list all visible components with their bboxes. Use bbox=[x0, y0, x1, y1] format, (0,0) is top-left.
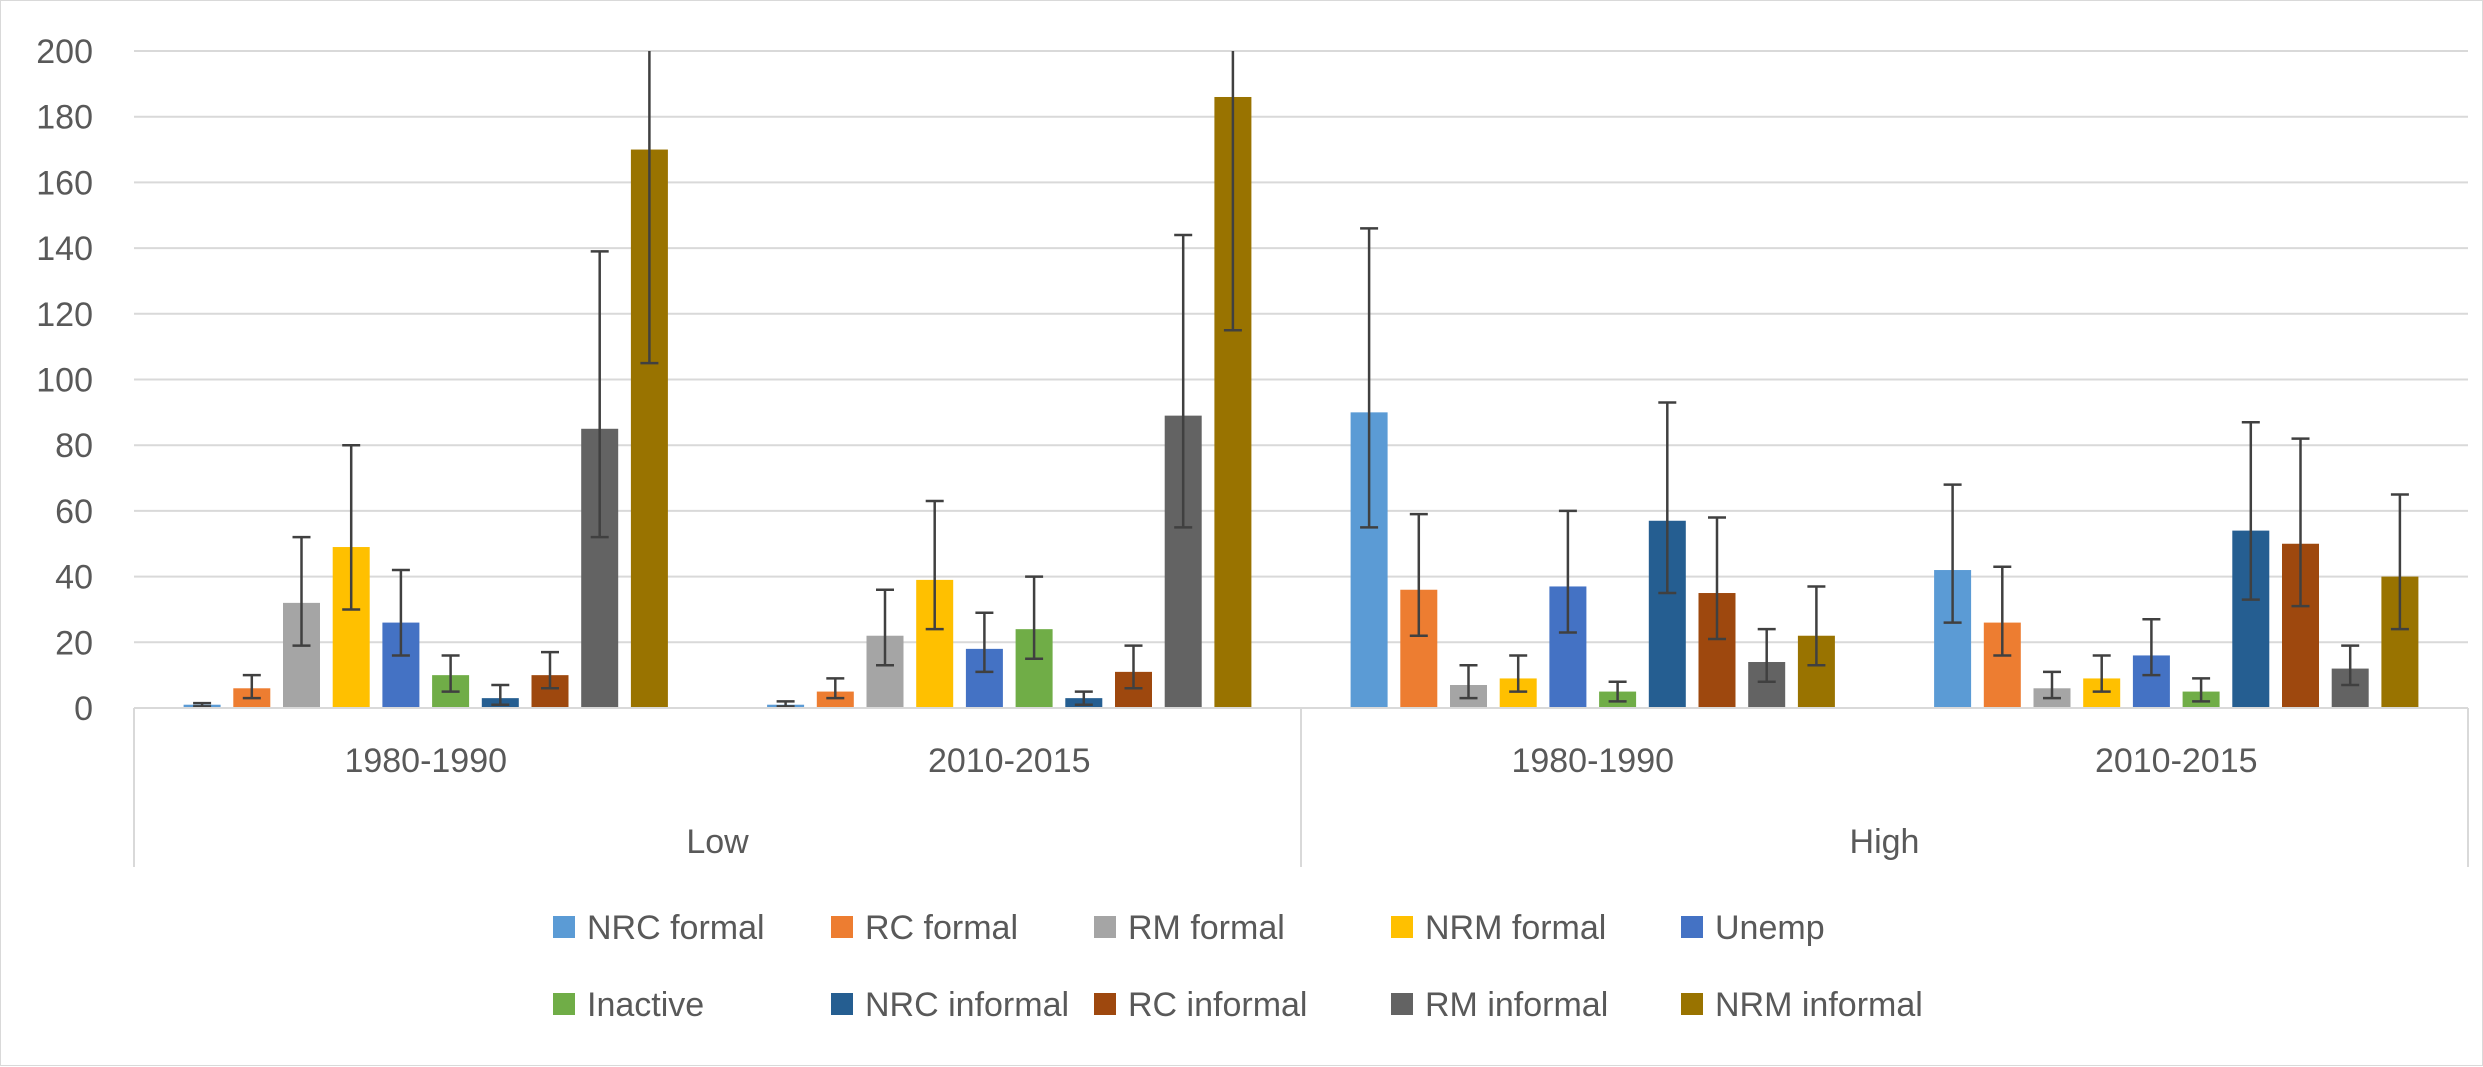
y-tick-label: 140 bbox=[36, 230, 93, 268]
x-tick-label: 2010-2015 bbox=[2095, 742, 2258, 780]
legend-label: NRC informal bbox=[865, 986, 1069, 1024]
y-tick-label: 180 bbox=[36, 99, 93, 137]
y-tick-label: 100 bbox=[36, 362, 93, 400]
legend-swatch bbox=[553, 993, 575, 1015]
y-tick-label: 60 bbox=[55, 493, 93, 531]
legend-swatch bbox=[1681, 916, 1703, 938]
legend-item-nrc-informal: NRC informal bbox=[831, 986, 1069, 1024]
legend-swatch bbox=[1681, 993, 1703, 1015]
legend-label: NRC formal bbox=[587, 909, 765, 947]
y-axis-tick-labels: 0 20 40 60 80 100 120 140 160 180 200 bbox=[36, 33, 93, 728]
y-tick-label: 160 bbox=[36, 164, 93, 202]
legend-label: NRM informal bbox=[1715, 986, 1923, 1024]
legend-swatch bbox=[1391, 993, 1413, 1015]
legend-swatch bbox=[831, 993, 853, 1015]
error-bars bbox=[193, 51, 2409, 708]
bar-rc-formal bbox=[816, 691, 854, 708]
legend-label: RC formal bbox=[865, 909, 1018, 947]
legend-label: RM informal bbox=[1425, 986, 1608, 1024]
legend-item-nrm-formal: NRM formal bbox=[1391, 909, 1606, 947]
y-tick-label: 40 bbox=[55, 559, 93, 597]
y-tick-label: 120 bbox=[36, 296, 93, 334]
x-axis: 1980-1990 2010-2015 Low 1980-1990 2010-2015 H… bbox=[133, 707, 2469, 867]
legend: NRC formal RC formal RM formal NRM formal Un… bbox=[553, 909, 1923, 1024]
x-tick-label: 2010-2015 bbox=[928, 742, 1091, 780]
x-tick-label: 1980-1990 bbox=[1511, 742, 1674, 780]
y-tick-label: 20 bbox=[55, 624, 93, 662]
legend-item-nrc-formal: NRC formal bbox=[553, 909, 765, 947]
legend-swatch bbox=[1094, 993, 1116, 1015]
legend-label: Inactive bbox=[587, 986, 704, 1024]
legend-label: Unemp bbox=[1715, 909, 1825, 947]
y-tick-label: 0 bbox=[74, 690, 93, 728]
x-group-label: Low bbox=[686, 823, 749, 861]
gridlines bbox=[134, 50, 2468, 709]
legend-label: RM formal bbox=[1128, 909, 1285, 947]
legend-item-rm-formal: RM formal bbox=[1094, 909, 1285, 947]
y-tick-label: 200 bbox=[36, 33, 93, 71]
legend-item-rc-informal: RC informal bbox=[1094, 986, 1307, 1024]
legend-swatch bbox=[831, 916, 853, 938]
bars bbox=[183, 96, 2419, 709]
legend-item-rm-informal: RM informal bbox=[1391, 986, 1608, 1024]
legend-item-nrm-informal: NRM informal bbox=[1681, 986, 1923, 1024]
legend-swatch bbox=[1094, 916, 1116, 938]
legend-item-unemp: Unemp bbox=[1681, 909, 1825, 947]
legend-swatch bbox=[1391, 916, 1413, 938]
legend-item-inactive: Inactive bbox=[553, 986, 704, 1024]
x-tick-label: 1980-1990 bbox=[344, 742, 507, 780]
legend-label: NRM formal bbox=[1425, 909, 1606, 947]
legend-swatch bbox=[553, 916, 575, 938]
y-tick-label: 80 bbox=[55, 427, 93, 465]
legend-label: RC informal bbox=[1128, 986, 1307, 1024]
legend-item-rc-formal: RC formal bbox=[831, 909, 1018, 947]
x-group-label: High bbox=[1850, 823, 1920, 861]
